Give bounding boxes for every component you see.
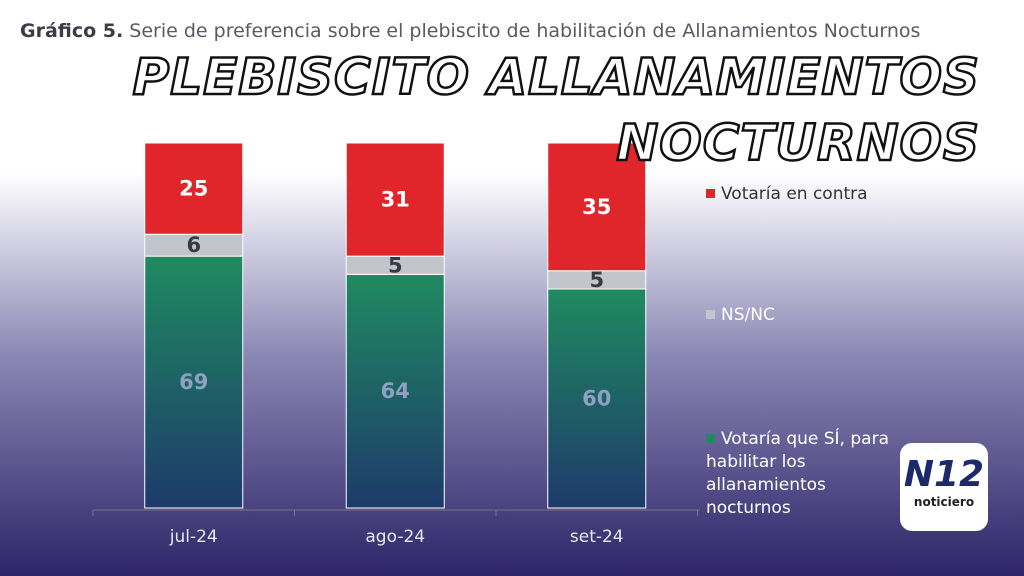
- legend-item: NS/NC: [706, 304, 906, 327]
- value-label: 69: [179, 370, 208, 394]
- legend-label: NS/NC: [721, 305, 775, 325]
- logo-mark: N12: [903, 454, 985, 495]
- x-tick-label: ago-24: [365, 527, 425, 547]
- value-label: 5: [388, 253, 403, 277]
- headline-line: NOCTURNOS: [615, 113, 980, 174]
- legend-swatch: [706, 434, 715, 443]
- bar-segment: [144, 255, 244, 509]
- legend-label: Votaría que SÍ, para habilitar los allan…: [706, 429, 889, 518]
- x-tick-label: jul-24: [169, 527, 218, 547]
- value-label: 5: [589, 268, 604, 292]
- bar-segment: [547, 142, 647, 272]
- value-label: 35: [582, 195, 611, 219]
- bar-segment: [144, 142, 244, 235]
- value-label: 31: [381, 188, 410, 212]
- legend-swatch: [706, 310, 715, 319]
- bar-segment: [345, 142, 445, 257]
- headline-line: PLEBISCITO ALLANAMIENTOS: [131, 47, 980, 108]
- value-label: 6: [186, 233, 201, 257]
- figure-label: Gráfico 5.: [20, 20, 124, 42]
- bar-segment: [547, 288, 647, 509]
- legend-label: Votaría en contra: [721, 184, 868, 204]
- value-label: 25: [179, 177, 208, 201]
- logo-caption: noticiero: [913, 495, 975, 509]
- x-tick-label: set-24: [570, 527, 624, 547]
- legend-item: Votaría en contra: [706, 183, 906, 206]
- legend-swatch: [706, 189, 715, 198]
- bar-segment: [345, 273, 445, 509]
- value-label: 64: [381, 379, 410, 403]
- headline: PLEBISCITO ALLANAMIENTOS NOCTURNOS: [131, 44, 980, 176]
- title-text: Serie de preferencia sobre el plebiscito…: [129, 20, 921, 42]
- legend-item: Votaría que SÍ, para habilitar los allan…: [706, 428, 906, 520]
- value-label: 60: [582, 387, 611, 411]
- chart-title: Gráfico 5. Serie de preferencia sobre el…: [20, 18, 1010, 45]
- logo: N12 noticiero: [900, 443, 988, 531]
